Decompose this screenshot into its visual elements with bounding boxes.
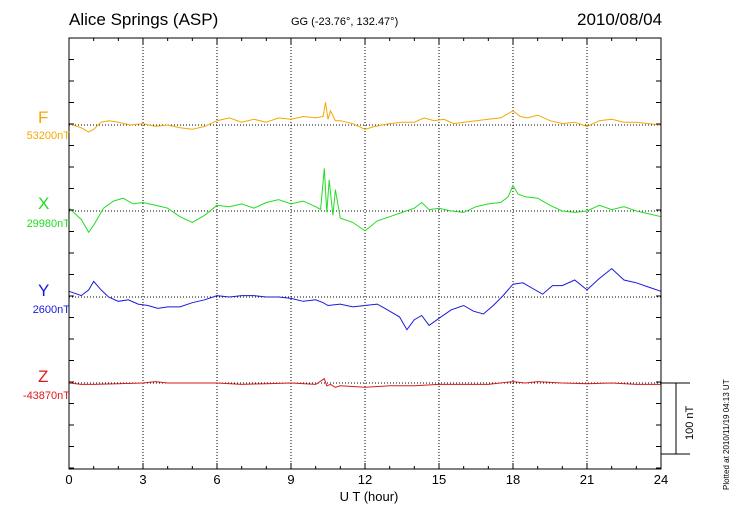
station-title: Alice Springs (ASP) [69, 10, 219, 29]
station-coordinates: GG (-23.76°, 132.47°) [291, 16, 399, 28]
scale-bar-label: 100 nT [684, 405, 696, 440]
series-line-x [68, 168, 662, 234]
series-line-f [68, 102, 662, 133]
series-label-f: F [38, 108, 49, 127]
series-label-z: Z [38, 367, 49, 386]
series-label-x: X [38, 194, 50, 213]
baseline-value-y: 2600nT [32, 304, 70, 316]
baseline-value-z: -43870nT [22, 390, 70, 402]
x-tick-label: 21 [580, 472, 594, 487]
plotted-timestamp: Plotted at 2010/11/19 04:13 UT [722, 379, 730, 490]
series-line-y [68, 267, 662, 331]
x-tick-label: 3 [139, 472, 146, 487]
series-line-z [68, 377, 661, 388]
x-tick-label: 18 [506, 472, 520, 487]
date-label: 2010/08/04 [577, 10, 663, 29]
x-tick-label: 24 [654, 472, 668, 487]
baseline-value-f: 53200nT [26, 130, 70, 142]
x-tick-label: 15 [432, 472, 446, 487]
series-label-y: Y [38, 281, 50, 300]
baseline-value-x: 29980nT [26, 218, 70, 230]
x-tick-label: 6 [213, 472, 220, 487]
x-tick-label: 0 [65, 472, 72, 487]
x-tick-label: 12 [358, 472, 372, 487]
x-tick-label: 9 [287, 472, 294, 487]
